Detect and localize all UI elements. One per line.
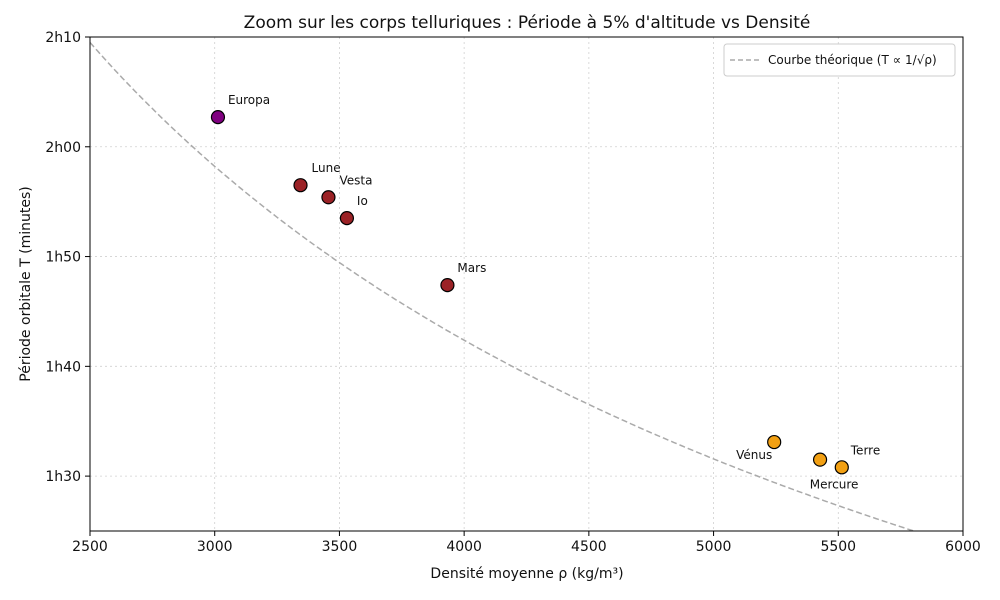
y-tick-label: 1h30 <box>45 469 81 485</box>
point-label: Io <box>357 194 368 208</box>
point-label: Mars <box>457 261 486 275</box>
y-tick-label: 2h00 <box>45 140 81 156</box>
data-point-mercure <box>812 452 828 467</box>
x-axis-ticks: 2500 3000 3500 4000 4500 5000 5500 6000 <box>72 531 981 555</box>
x-tick-label: 3500 <box>322 539 358 555</box>
theory-curve-layer <box>89 42 914 532</box>
x-tick-label: 6000 <box>945 539 981 555</box>
legend: Courbe théorique (T ∝ 1/√ρ) <box>723 43 956 77</box>
data-point-vesta <box>321 190 336 205</box>
x-tick-label: 5500 <box>820 539 856 555</box>
data-points <box>210 110 849 475</box>
data-point-io <box>339 211 355 226</box>
point-label: Terre <box>850 443 880 457</box>
theory-curve <box>89 42 914 532</box>
legend-box <box>723 43 956 77</box>
point-label: Vénus <box>736 448 772 462</box>
y-tick-label: 1h50 <box>45 250 81 266</box>
data-point-terre <box>834 460 849 475</box>
point-label: Vesta <box>339 173 372 187</box>
point-label: Europa <box>228 93 270 107</box>
data-point-europa <box>210 110 226 125</box>
x-tick-label: 2500 <box>72 539 108 555</box>
x-axis-label: Densité moyenne ρ (kg/m³) <box>430 566 623 582</box>
y-axis-ticks: 1h30 1h40 1h50 2h00 2h10 <box>45 30 90 485</box>
y-tick-label: 2h10 <box>45 30 81 46</box>
y-axis-label: Période orbitale T (minutes) <box>18 186 34 381</box>
y-tick-label: 1h40 <box>45 359 81 375</box>
point-label: Lune <box>312 161 341 175</box>
data-point-mars <box>440 277 455 293</box>
point-label: Mercure <box>810 478 859 492</box>
x-tick-label: 4500 <box>571 539 607 555</box>
x-tick-label: 5000 <box>696 539 732 555</box>
x-tick-label: 3000 <box>197 539 233 555</box>
x-tick-label: 4000 <box>446 539 482 555</box>
data-point-lune <box>293 178 308 193</box>
data-point-vénus <box>767 434 782 450</box>
chart-title: Zoom sur les corps telluriques : Période… <box>244 13 811 33</box>
plot-frame <box>89 36 964 532</box>
legend-entry: Courbe théorique (T ∝ 1/√ρ) <box>768 53 937 67</box>
